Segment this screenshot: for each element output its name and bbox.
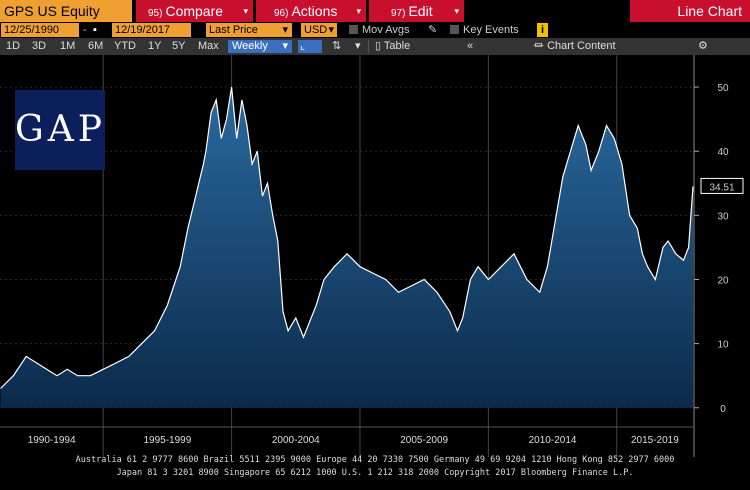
price-field-label: Last Price [209, 24, 258, 36]
collapse-icon[interactable]: « [466, 40, 474, 52]
footer-copyright: Japan 81 3 3201 8900 Singapore 65 6212 1… [116, 468, 634, 478]
chart-style-icon[interactable]: ⇅ [332, 40, 342, 52]
price-area [0, 87, 693, 408]
end-date-field[interactable]: 12/19/2017 [112, 23, 191, 37]
chevron-down-icon: ▾ [282, 24, 288, 36]
period-6m[interactable]: 6M [88, 40, 104, 52]
currency-select[interactable]: USD ▾ [301, 23, 337, 37]
chart-content-label: Chart Content [547, 40, 616, 52]
footer-contacts: Australia 61 2 9777 8600 Brazil 5511 239… [75, 455, 675, 465]
security-ticker[interactable]: GPS US Equity [0, 0, 132, 22]
line-chart-icon[interactable]: ⌞ [298, 40, 322, 53]
period-1y[interactable]: 1Y [148, 40, 162, 52]
price-line [0, 87, 694, 389]
checkbox-icon [349, 25, 358, 34]
edit-num: 97) [391, 8, 406, 19]
period-5y[interactable]: 5Y [172, 40, 186, 52]
checkbox-icon [450, 25, 459, 34]
chevron-down-icon: ▾ [356, 6, 361, 16]
period-1m[interactable]: 1M [60, 40, 76, 52]
key-events-label: Key Events [463, 24, 519, 36]
info-icon[interactable]: i [537, 23, 548, 37]
table-button[interactable]: ▯ Table [368, 40, 445, 53]
range-toolbar: 12/25/1990 - 12/19/2017 ▪ Last Price ▾ U… [0, 22, 750, 38]
gear-icon[interactable]: ⚙ [698, 40, 708, 52]
price-field-select[interactable]: Last Price ▾ [206, 23, 292, 37]
period-ytd[interactable]: YTD [114, 40, 136, 52]
actions-label: Actions [291, 3, 338, 19]
period-max[interactable]: Max [198, 40, 219, 52]
period-3d[interactable]: 3D [32, 40, 47, 52]
x-group-label: 2015-2019 [631, 435, 679, 446]
chart-content-icon: ⏛ [533, 40, 544, 52]
start-date-field[interactable]: 12/25/1990 [1, 23, 79, 37]
mov-avgs-toggle[interactable]: Mov Avgs [349, 23, 419, 37]
actions-num: 96) [274, 8, 289, 19]
x-group-label: 1995-1999 [143, 435, 191, 446]
title-toolbar: GPS US Equity 95) Compare ▾ 96) Actions ▾ … [0, 0, 750, 22]
y-tick-label: 40 [717, 147, 729, 158]
x-group-label: 2000-2004 [272, 435, 320, 446]
chevron-down-icon: ▾ [243, 6, 248, 16]
y-tick-label: 20 [717, 275, 729, 286]
chevron-down-icon: ▾ [328, 24, 334, 36]
date-separator: - [83, 24, 87, 36]
chart-type-title: Line Chart [630, 0, 750, 22]
last-price-tag [700, 177, 744, 194]
period-1d[interactable]: 1D [6, 40, 21, 52]
y-tick-label: 0 [720, 404, 726, 415]
key-events-toggle[interactable]: Key Events [450, 23, 530, 37]
compare-num: 95) [148, 8, 163, 19]
frequency-select[interactable]: Weekly ▾ [228, 40, 292, 53]
chevron-down-icon: ▾ [282, 40, 288, 52]
x-group-label: 2005-2009 [400, 435, 448, 446]
x-group-label: 2010-2014 [529, 435, 577, 446]
chart-svg: 0 10 20 30 40 50 34.51 1990-1994 1995-1999 2000-2… [0, 55, 744, 457]
y-tick-label: 10 [717, 340, 729, 351]
compare-button[interactable]: 95) Compare ▾ [136, 0, 253, 22]
compare-label: Compare [165, 3, 224, 19]
currency-label: USD [304, 24, 328, 36]
mov-avgs-label: Mov Avgs [362, 24, 410, 36]
chevron-down-icon[interactable]: ▾ [355, 40, 361, 52]
actions-button[interactable]: 96) Actions ▾ [256, 0, 366, 22]
table-icon: ▯ [375, 40, 382, 52]
calendar-icon[interactable]: ▪ [93, 24, 97, 36]
edit-button[interactable]: 97) Edit ▾ [369, 0, 464, 22]
frequency-label: Weekly [232, 40, 268, 52]
chart-content-button[interactable]: ⏛ Chart Content [533, 40, 616, 53]
price-chart: 0 10 20 30 40 50 34.51 1990-1994 1995-1999 2000-2… [0, 55, 750, 485]
last-price-label: 34.51 [709, 182, 734, 193]
x-group-label: 1990-1994 [28, 435, 76, 446]
chevron-down-icon: ▾ [454, 6, 459, 16]
edit-label: Edit [408, 3, 433, 19]
company-logo: GAP [15, 90, 105, 170]
y-tick-label: 30 [717, 211, 729, 222]
table-label: Table [383, 40, 411, 52]
pencil-icon[interactable]: ✎ [428, 24, 438, 36]
y-tick-label: 50 [717, 83, 729, 94]
period-toolbar: 1D 3D 1M 6M YTD 1Y 5Y Max Weekly ▾ ⌞ ⇅ ▾… [0, 38, 750, 55]
